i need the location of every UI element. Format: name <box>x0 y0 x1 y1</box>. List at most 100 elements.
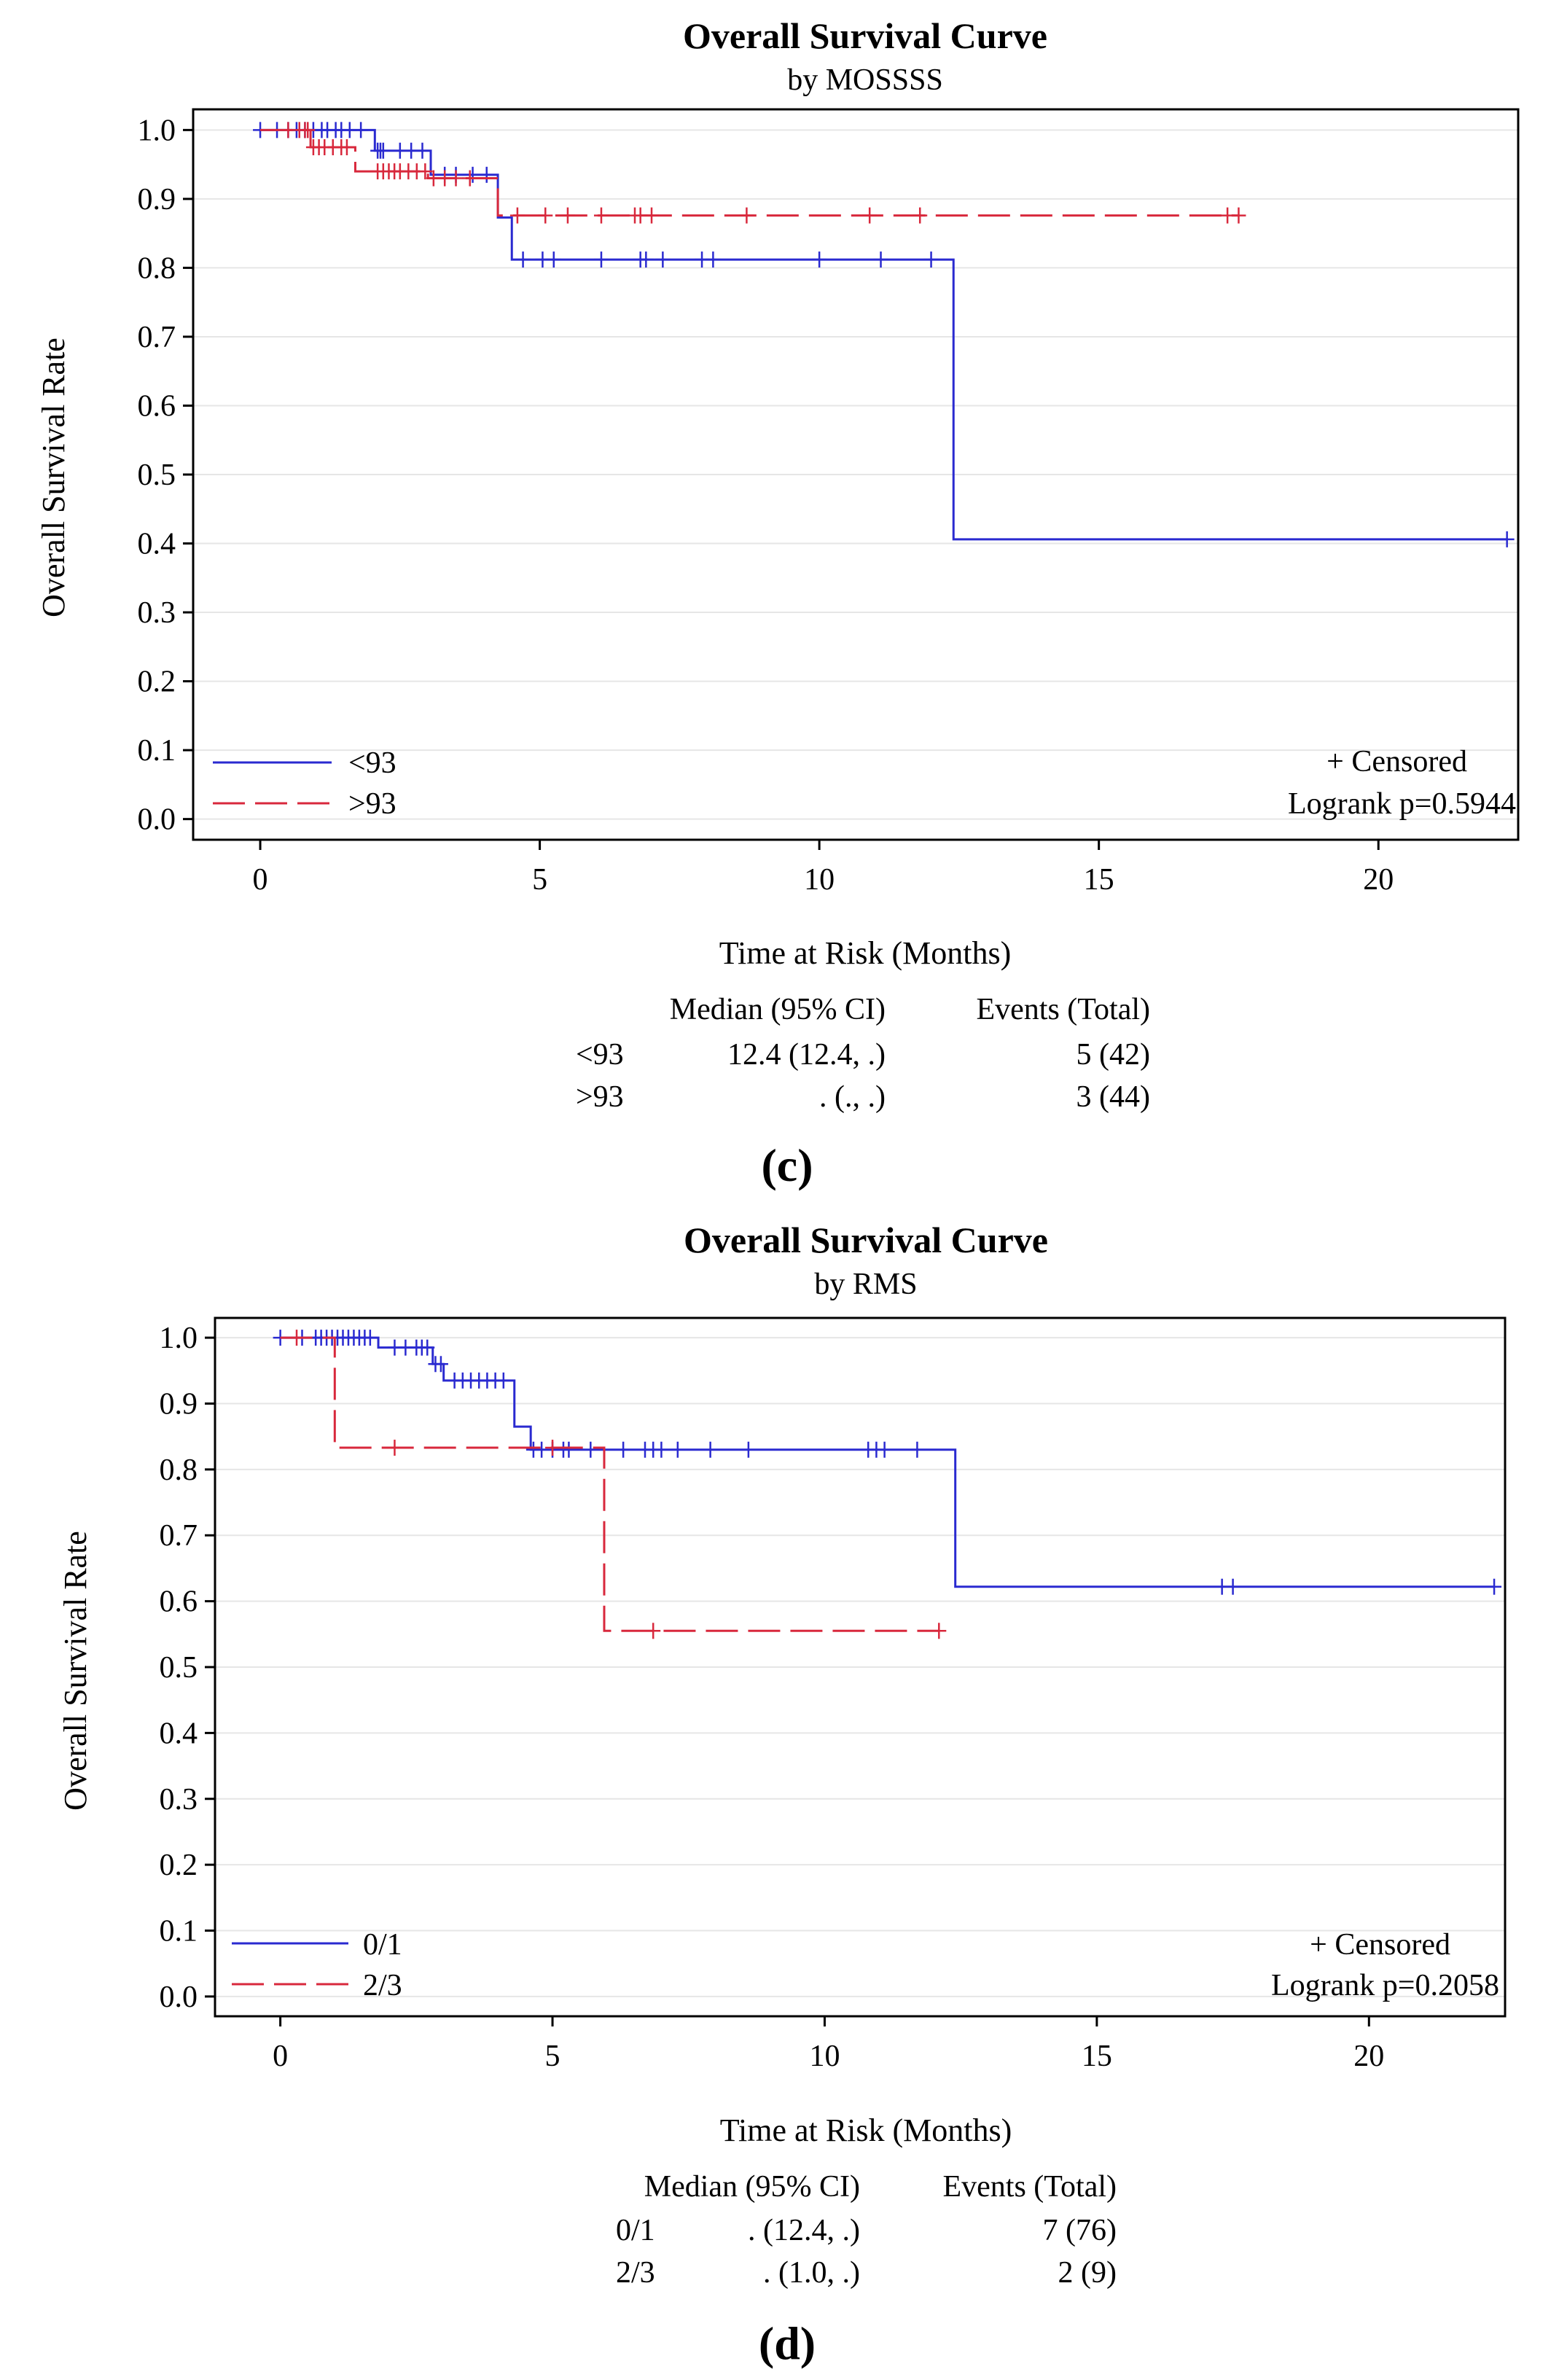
table-median: . (1.0, .) <box>763 2256 860 2290</box>
censor-mark <box>289 1330 305 1346</box>
table-median: . (., .) <box>819 1080 886 1114</box>
censor-mark <box>644 207 660 224</box>
censor-mark <box>1487 1578 1502 1595</box>
censor-mark <box>654 1441 669 1458</box>
censor-mark <box>877 1441 892 1458</box>
legend-label: 0/1 <box>363 1928 402 1962</box>
censor-mark <box>593 251 609 268</box>
censor-mark <box>465 166 480 183</box>
censor-mark <box>913 207 928 224</box>
censor-mark <box>583 1441 598 1458</box>
chart-subtitle: by MOSSSS <box>787 63 943 97</box>
table-header: Median (95% CI) <box>644 2170 860 2204</box>
survival-curve-group2 <box>280 1336 939 1632</box>
survival-curve-group1 <box>260 128 1507 541</box>
median-table: Median (95% CI) Events (Total) <93 12.4 … <box>576 993 1150 1114</box>
censor-mark <box>462 170 477 187</box>
y-tick-label: 0.0 <box>138 803 176 837</box>
table-events: 5 (42) <box>1077 1038 1150 1072</box>
y-tick-label: 0.1 <box>138 734 176 768</box>
censor-mark <box>509 207 525 224</box>
panel-d: Overall Survival Curve by RMS 0.0 0.1 0.2 0… <box>58 1220 1507 2369</box>
table-group: 0/1 <box>616 2214 655 2247</box>
censor-mark <box>1499 531 1515 547</box>
y-tick-label: 0.6 <box>160 1585 198 1619</box>
censor-mark <box>706 251 721 268</box>
censor-mark <box>862 207 878 224</box>
censor-mark <box>931 1623 947 1639</box>
plot-area: 0.0 0.1 0.2 0.3 0.4 0.5 0.6 0.7 0.8 0.9 1.0 0 5 10 15 2… <box>160 1316 1507 2073</box>
censor-mark <box>741 1441 756 1458</box>
censor-mark <box>420 1339 435 1356</box>
y-tick-label: 0.3 <box>138 596 176 630</box>
y-tick-label: 1.0 <box>138 114 176 147</box>
censor-mark <box>515 251 531 268</box>
legend-label: 2/3 <box>363 1969 402 2002</box>
censor-mark <box>375 142 391 159</box>
panel-label: (c) <box>761 1139 813 1191</box>
y-tick-label: 0.0 <box>160 1981 198 2014</box>
censor-mark <box>479 166 494 183</box>
y-tick-label: 0.9 <box>138 183 176 216</box>
censor-mark <box>415 142 430 159</box>
censored-note: + Censored <box>1310 1928 1450 1962</box>
chart-title: Overall Survival Curve <box>684 1220 1048 1260</box>
x-tick-label: 5 <box>532 863 547 897</box>
x-tick-label: 15 <box>1082 2040 1112 2073</box>
table-header: Events (Total) <box>943 2170 1117 2204</box>
y-tick-label: 0.4 <box>138 528 176 561</box>
censor-mark <box>616 1441 631 1458</box>
survival-curve-group2 <box>260 128 1239 217</box>
table-events: 7 (76) <box>1043 2214 1117 2247</box>
censor-mark <box>910 1441 925 1458</box>
censor-mark <box>739 207 754 224</box>
y-tick-label: 0.7 <box>138 321 176 354</box>
x-tick-label: 20 <box>1363 863 1394 897</box>
censor-mark <box>545 1440 560 1456</box>
censored-note: + Censored <box>1326 745 1467 779</box>
table-events: 3 (44) <box>1077 1080 1150 1114</box>
censor-mark <box>873 251 888 268</box>
chart-subtitle: by RMS <box>814 1268 917 1301</box>
median-table: Median (95% CI) Events (Total) 0/1 . (12… <box>616 2170 1117 2290</box>
table-group: >93 <box>576 1080 624 1114</box>
y-tick-label: 0.4 <box>160 1717 198 1750</box>
censor-mark <box>339 138 354 155</box>
censor-mark <box>655 251 671 268</box>
y-tick-label: 0.1 <box>160 1915 198 1948</box>
y-axis-label: Overall Survival Rate <box>36 338 71 617</box>
y-tick-label: 0.6 <box>138 389 176 423</box>
y-tick-label: 1.0 <box>160 1322 198 1355</box>
x-tick-label: 15 <box>1084 863 1114 897</box>
y-tick-label: 0.5 <box>160 1651 198 1685</box>
censor-mark <box>646 1623 661 1639</box>
censor-mark <box>300 122 316 138</box>
censor-mark <box>1231 207 1246 224</box>
censor-mark <box>923 251 939 268</box>
x-axis-label: Time at Risk (Months) <box>719 935 1012 971</box>
y-tick-label: 0.9 <box>160 1387 198 1421</box>
logrank-note: Logrank p=0.5944 <box>1288 787 1516 821</box>
y-tick-label: 0.2 <box>160 1849 198 1882</box>
y-axis-label: Overall Survival Rate <box>58 1531 93 1811</box>
y-tick-label: 0.5 <box>138 459 176 492</box>
censor-mark <box>433 1356 448 1373</box>
censor-mark <box>362 1330 378 1346</box>
y-tick-label: 0.8 <box>160 1454 198 1487</box>
censor-mark <box>538 207 553 224</box>
table-median: 12.4 (12.4, .) <box>727 1038 886 1072</box>
censor-mark <box>670 1441 685 1458</box>
censor-mark <box>448 170 464 187</box>
censor-mark <box>1225 1578 1240 1595</box>
y-tick-label: 0.2 <box>138 666 176 699</box>
table-events: 2 (9) <box>1058 2256 1117 2290</box>
legend: 0/1 2/3 <box>232 1928 402 2002</box>
table-median: . (12.4, .) <box>748 2214 860 2247</box>
panel-label: (d) <box>759 2317 816 2369</box>
censor-mark <box>560 207 575 224</box>
censor-mark <box>546 251 561 268</box>
legend: <93 >93 <box>213 746 396 821</box>
table-header: Median (95% CI) <box>670 993 886 1026</box>
x-axis-label: Time at Risk (Months) <box>720 2112 1012 2148</box>
